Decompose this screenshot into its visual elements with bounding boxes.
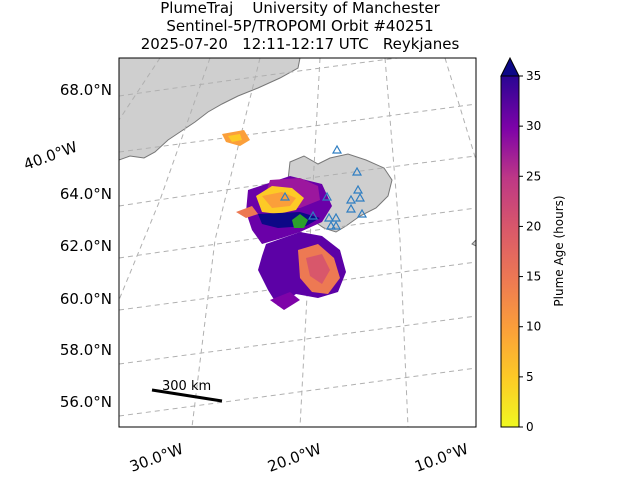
colorbar-tick-label: 20	[526, 219, 541, 233]
volcano-markers	[279, 144, 368, 230]
lat-label-56: 56.0°N	[60, 393, 112, 411]
lat-label-60: 60.0°N	[60, 290, 112, 308]
colorbar-label: Plume Age (hours)	[552, 195, 566, 306]
title-line-2: Sentinel-5P/TROPOMI Orbit #40251	[166, 17, 434, 35]
colorbar-extend-arrow	[500, 56, 520, 77]
colorbar-tick-label: 25	[526, 169, 541, 183]
lat-label-68: 68.0°N	[60, 81, 112, 99]
scale-bar-label: 300 km	[162, 379, 211, 394]
greenland-land	[119, 58, 301, 161]
title-line-1: PlumeTraj University of Manchester	[160, 0, 440, 17]
lon-label-10w: 10.0°W	[412, 440, 471, 476]
colorbar-tick-label: 15	[526, 270, 541, 284]
colorbar: 0 5 10 15 20 25 30 35 Plume Age (hours)	[500, 56, 566, 434]
colorbar-tick-label: 0	[526, 420, 534, 434]
coast-fragment	[471, 239, 476, 247]
scale-bar	[151, 388, 223, 403]
colorbar-tick-label: 35	[526, 69, 541, 83]
lat-label-62: 62.0°N	[60, 237, 112, 255]
map-area: 300 km	[119, 58, 476, 427]
map-frame	[118, 57, 477, 428]
lon-label-40w: 40.0°W	[21, 138, 80, 174]
so2-plume	[222, 130, 346, 310]
title-line-3: 2025-07-20 12:11-12:17 UTC Reykjanes	[140, 35, 460, 53]
lat-label-58: 58.0°N	[60, 341, 112, 359]
lon-label-20w: 20.0°W	[265, 440, 324, 476]
colorbar-tick-label: 10	[526, 320, 541, 334]
lon-label-30w: 30.0°W	[127, 440, 186, 476]
colorbar-tick-label: 5	[526, 370, 534, 384]
lat-label-64: 64.0°N	[60, 185, 112, 203]
colorbar-gradient	[500, 75, 520, 428]
colorbar-tick-label: 30	[526, 119, 541, 133]
